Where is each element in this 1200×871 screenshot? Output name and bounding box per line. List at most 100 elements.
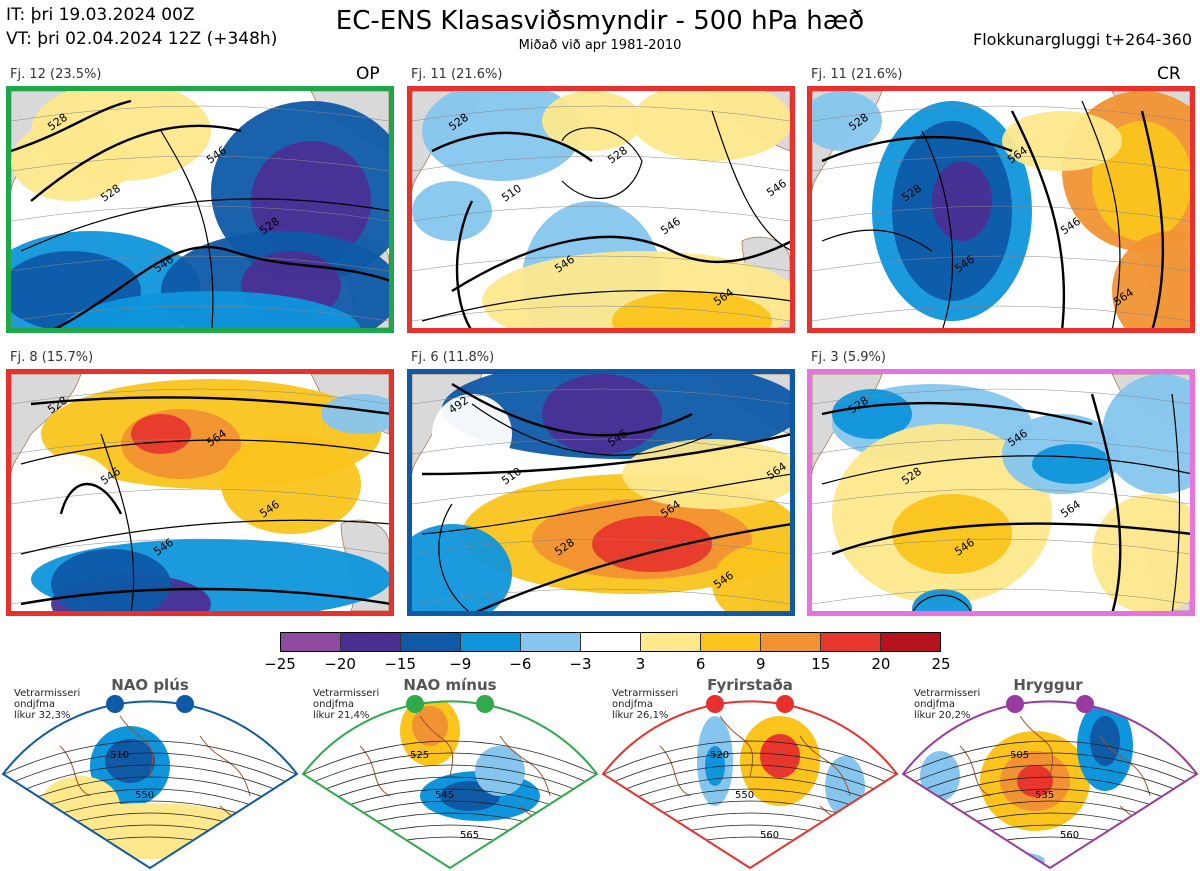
regime-3-note: Vetrarmisseri ondjfma líkur 26,1% [612,688,679,721]
cluster-6-label: Fj. 3 (5.9%) [811,350,886,365]
regime-1-name: NAO plús [111,676,189,694]
regime-4-svg: 505 535 560 [901,695,1199,870]
regime-marker-dot [106,695,124,713]
contour-label: 505 [1010,750,1029,761]
graticule-line [11,255,389,272]
height-contour [421,289,790,322]
height-contour [438,503,470,611]
contour-label: 560 [760,830,779,841]
anomaly-area [412,181,492,241]
height-contour [59,483,123,515]
anomaly-area [542,374,662,454]
height-contour [475,523,790,611]
anomaly-area [131,414,191,454]
regime-2-svg: 525 545 565 [301,695,599,870]
anomaly-area [760,734,800,778]
regime-4-map: 505 535 560 [900,676,1200,871]
graticule-line [11,538,389,555]
colorbar-swatch [641,633,701,651]
colorbar-tick-label: 15 [811,655,831,673]
regime-1-svg: 510 550 [1,695,299,870]
anomaly-area [11,121,131,201]
contour-label: 565 [460,830,479,841]
height-contour [1010,110,1066,328]
height-contour [3,764,297,801]
contour-label: 550 [135,790,154,801]
regime-outline [601,700,899,870]
graticule-line [412,388,790,405]
contour-label: 535 [1035,790,1054,801]
colorbar-tick-label: 20 [871,655,891,673]
valid-time: VT: þri 02.04.2024 12Z (+348h) [6,29,278,49]
cluster-1-label: Fj. 12 (23.5%) [10,67,102,82]
graticule-line [11,388,389,405]
anomaly-area [920,751,960,801]
regime-3-svg: 520 550 560 [601,695,899,870]
height-contour [20,198,389,252]
height-contour [303,764,597,801]
contour-label: 560 [1060,830,1079,841]
colorbar-tick-label: 6 [695,655,706,673]
regime-2-map: 525 545 565 [300,676,600,871]
cluster-2-label: Fj. 11 (21.6%) [411,67,503,82]
graticule-line [812,488,1190,505]
anomaly-area [712,544,790,611]
anomaly-area [1112,231,1190,328]
cluster-1-tag: OP [356,64,380,84]
cluster-4-label: Fj. 8 (15.7%) [10,350,94,365]
contour-label: 520 [710,750,729,761]
height-contour [20,587,389,606]
colorbar-tick-label: 3 [635,655,646,673]
cluster-5-map: 492 510 528 546 564 546 564 [407,369,795,616]
colorbar-tick-label: −6 [509,655,532,673]
colorbar-swatch [401,633,461,651]
anomaly-area [1090,716,1120,766]
height-contour [903,764,1197,801]
colorbar-swatch [341,633,401,651]
cluster-4-map: 528 546 546 564 546 [6,369,394,616]
classification-window: Flokkunargluggi t+264-360 [973,30,1192,49]
height-contour [11,99,132,153]
regime-marker-dot [476,695,494,713]
graticule-line [11,205,389,222]
graticule-line [412,538,790,555]
height-contour [160,130,214,328]
colorbar-swatch [761,633,821,651]
regime-marker-dot [1006,695,1024,713]
graticule-line [812,438,1190,455]
graticule-line [412,105,790,122]
colorbar-tick-label: −3 [569,655,592,673]
height-contour [303,740,597,777]
colorbar-tick-label: −25 [264,655,296,673]
height-contour [455,200,474,328]
graticule-line [11,155,389,172]
graticule-line [412,255,790,272]
graticule-line [812,588,1190,605]
coastline [59,715,271,857]
regime-outline [901,700,1199,870]
height-contour [821,401,1093,426]
anomaly-area [932,161,992,241]
colorbar-tick-label: 25 [931,655,951,673]
height-contour [921,130,953,328]
height-contour [54,245,389,328]
contour-label: 525 [410,750,429,761]
coastline [959,715,1171,857]
cluster-3-tag: CR [1157,64,1181,84]
anomaly-area [1102,374,1190,494]
anomaly-area [1002,111,1122,171]
cluster-6-map: 528 528 546 546 564 [807,369,1195,616]
regime-marker-dot [406,695,424,713]
anomaly-area [592,516,712,572]
height-contour [3,752,297,789]
colorbar-tick-label: 9 [755,655,766,673]
colorbar-tick-label: −9 [449,655,472,673]
height-contour [1090,393,1122,611]
anomaly-area [705,746,725,786]
cluster-1-map: 528 528 546 546 528 [6,86,394,333]
anomaly-area [892,494,1012,574]
